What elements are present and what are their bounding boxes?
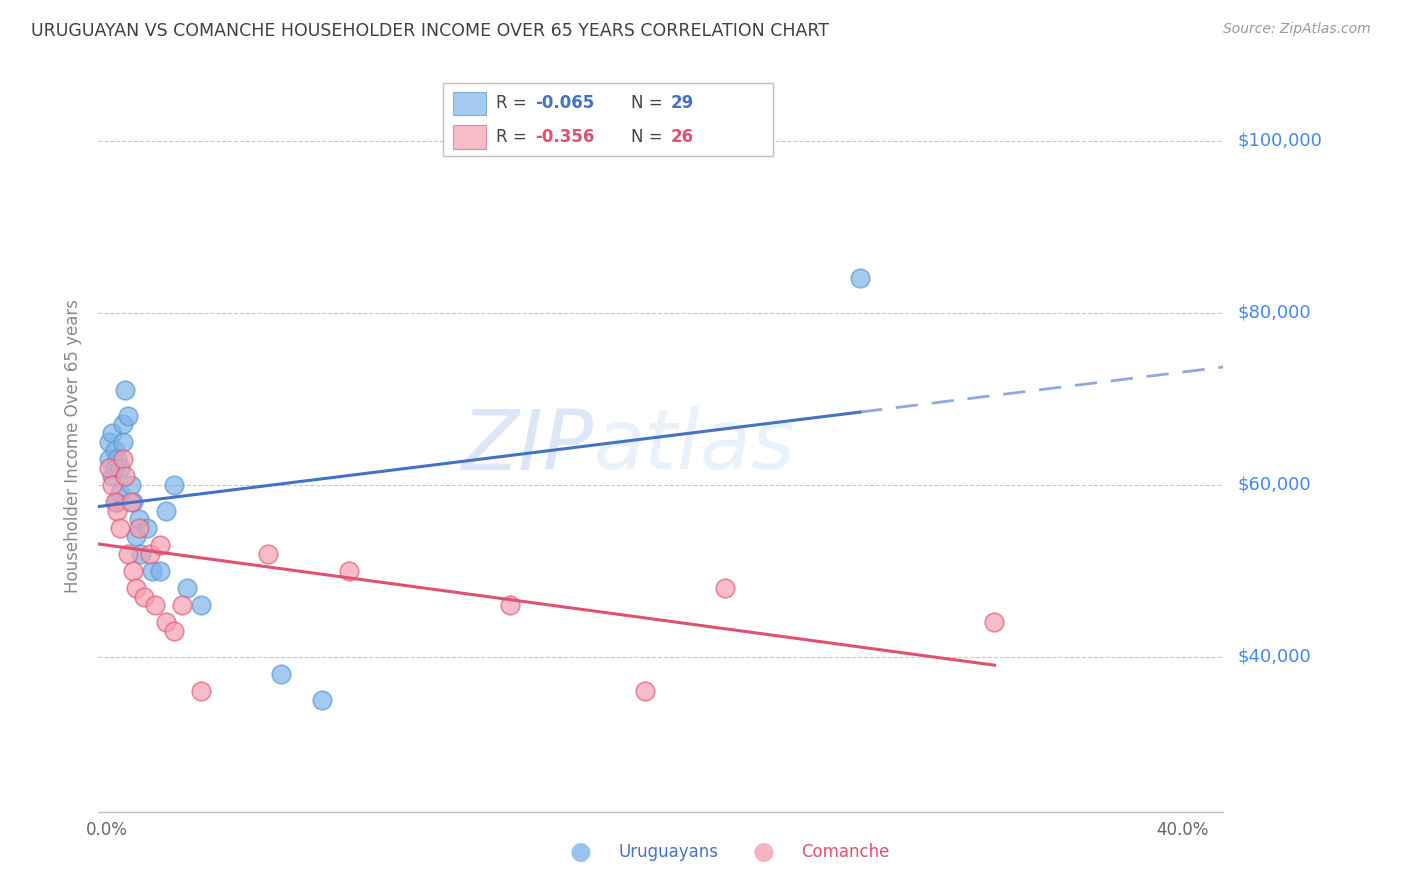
Point	[149, 564, 172, 578]
Text: atlas: atlas	[593, 406, 794, 486]
Point	[122, 495, 145, 509]
Point	[111, 417, 134, 432]
Point	[128, 512, 150, 526]
Text: $60,000: $60,000	[1237, 475, 1310, 494]
Point	[155, 503, 177, 517]
Text: 26: 26	[671, 128, 695, 146]
Point	[499, 598, 522, 612]
Text: Comanche: Comanche	[801, 843, 890, 861]
Point	[114, 383, 136, 397]
Point	[101, 469, 124, 483]
Point	[155, 615, 177, 630]
Text: R =: R =	[496, 95, 531, 112]
Point	[257, 547, 280, 561]
Y-axis label: Householder Income Over 65 years: Householder Income Over 65 years	[63, 299, 82, 593]
Point	[141, 564, 163, 578]
Point	[105, 495, 128, 509]
Point	[176, 581, 198, 595]
Text: ●: ●	[752, 840, 775, 863]
Text: R =: R =	[496, 128, 531, 146]
FancyBboxPatch shape	[443, 83, 773, 156]
Point	[125, 581, 148, 595]
Text: ZIP: ZIP	[461, 406, 593, 486]
Text: $80,000: $80,000	[1237, 303, 1310, 322]
FancyBboxPatch shape	[453, 126, 486, 149]
Point	[101, 477, 124, 491]
Point	[122, 564, 145, 578]
Text: 29: 29	[671, 95, 695, 112]
Point	[125, 529, 148, 543]
Point	[311, 693, 333, 707]
Point	[983, 615, 1005, 630]
Point	[270, 667, 292, 681]
Point	[163, 477, 186, 491]
Text: Uruguayans: Uruguayans	[619, 843, 718, 861]
Point	[108, 486, 131, 500]
Point	[103, 460, 125, 475]
FancyBboxPatch shape	[453, 92, 486, 115]
Point	[849, 271, 872, 285]
Point	[108, 521, 131, 535]
Text: $40,000: $40,000	[1237, 648, 1310, 665]
Point	[138, 547, 160, 561]
Point	[337, 564, 360, 578]
Point	[98, 434, 121, 449]
Point	[111, 434, 134, 449]
Point	[131, 547, 153, 561]
Point	[105, 451, 128, 466]
Text: URUGUAYAN VS COMANCHE HOUSEHOLDER INCOME OVER 65 YEARS CORRELATION CHART: URUGUAYAN VS COMANCHE HOUSEHOLDER INCOME…	[31, 22, 830, 40]
Text: N =: N =	[631, 95, 668, 112]
Point	[108, 460, 131, 475]
Point	[117, 409, 139, 423]
Point	[143, 598, 166, 612]
Point	[120, 495, 142, 509]
Text: N =: N =	[631, 128, 668, 146]
Point	[190, 684, 212, 698]
Point	[111, 451, 134, 466]
Point	[98, 460, 121, 475]
Point	[149, 538, 172, 552]
Point	[114, 469, 136, 483]
Text: $100,000: $100,000	[1237, 131, 1322, 150]
Point	[128, 521, 150, 535]
Point	[117, 547, 139, 561]
Point	[170, 598, 193, 612]
Point	[103, 443, 125, 458]
Point	[190, 598, 212, 612]
Point	[134, 590, 156, 604]
Point	[105, 503, 128, 517]
Point	[120, 477, 142, 491]
Point	[103, 495, 125, 509]
Point	[634, 684, 657, 698]
Text: -0.356: -0.356	[536, 128, 595, 146]
Point	[101, 426, 124, 441]
Text: Source: ZipAtlas.com: Source: ZipAtlas.com	[1223, 22, 1371, 37]
Text: ●: ●	[569, 840, 592, 863]
Point	[98, 451, 121, 466]
Point	[714, 581, 737, 595]
Point	[163, 624, 186, 638]
Text: -0.065: -0.065	[536, 95, 595, 112]
Point	[135, 521, 157, 535]
